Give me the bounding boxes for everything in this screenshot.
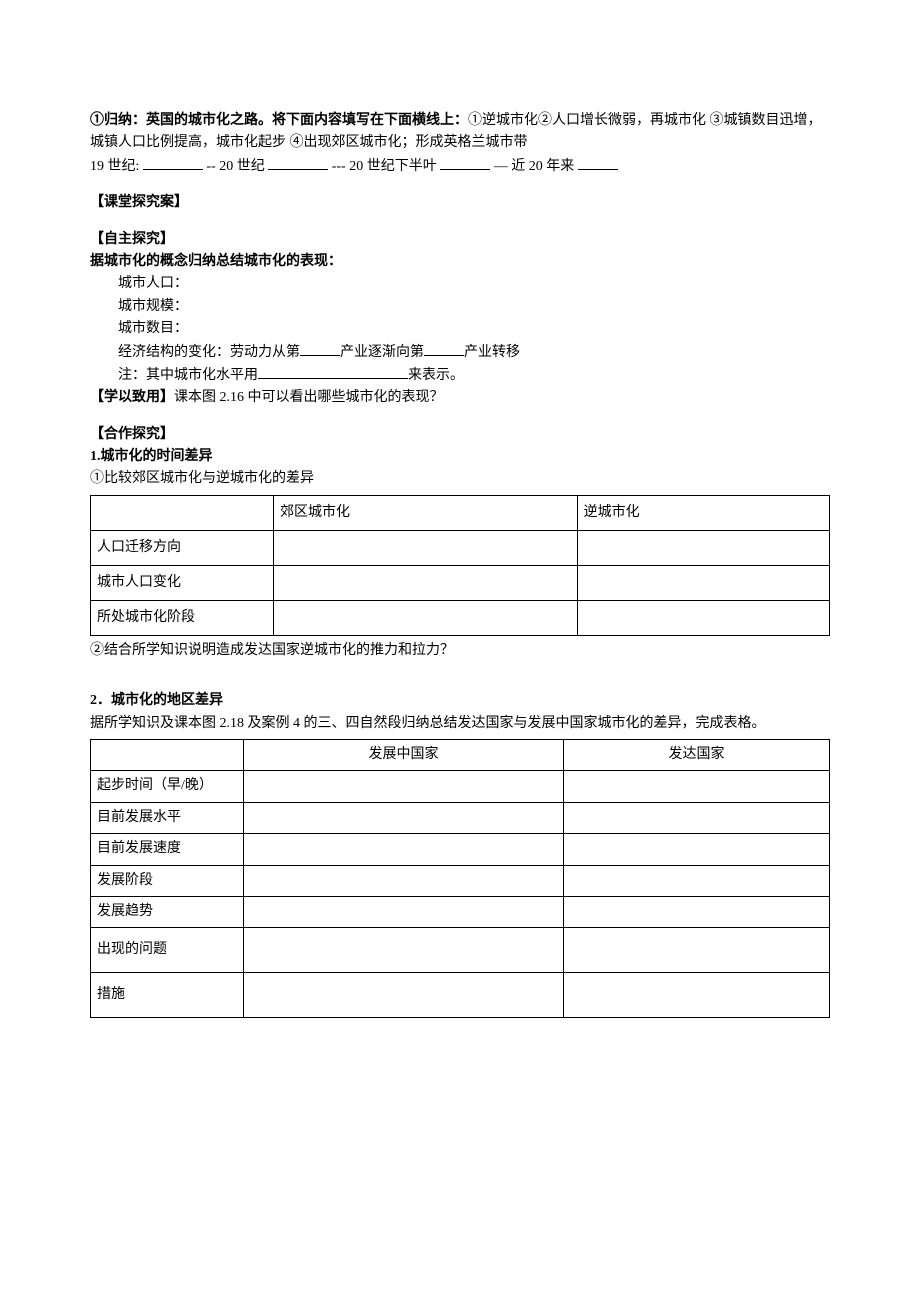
row-header: 目前发展水平: [91, 802, 244, 833]
cell-blank[interactable]: [244, 973, 564, 1018]
document-page: ①归纳：英国的城市化之路。将下面内容填写在下面横线上：①逆城市化②人口增长微弱，…: [0, 0, 920, 1302]
cell-blank[interactable]: [274, 565, 578, 600]
section-coop-heading: 【合作探究】: [90, 424, 830, 446]
dash-3: —: [494, 159, 508, 174]
blank-level[interactable]: [258, 364, 408, 379]
cell-blank[interactable]: [563, 771, 829, 802]
cell-blank[interactable]: [244, 802, 564, 833]
cell-blank[interactable]: [244, 834, 564, 865]
row-header: 措施: [91, 973, 244, 1018]
timeline-line: 19 世纪: -- 20 世纪 --- 20 世纪下半叶 — 近 20 年来: [90, 155, 830, 178]
cell-blank[interactable]: [244, 865, 564, 896]
cell-empty: [91, 740, 244, 771]
table-row: 出现的问题: [91, 928, 830, 973]
self-title: 据城市化的概念归纳总结城市化的表现：: [90, 251, 830, 273]
timeline-d: 近 20 年来: [511, 159, 574, 174]
cell-blank[interactable]: [274, 600, 578, 635]
blank-2[interactable]: [268, 155, 328, 170]
apply-text: 课本图 2.16 中可以看出哪些城市化的表现？: [174, 390, 444, 405]
self-line-1: 城市人口：: [90, 273, 830, 295]
cell-blank[interactable]: [563, 973, 829, 1018]
self-line-3: 城市数目：: [90, 318, 830, 340]
apply-line: 【学以致用】课本图 2.16 中可以看出哪些城市化的表现？: [90, 387, 830, 409]
cell-blank[interactable]: [563, 834, 829, 865]
blank-4[interactable]: [578, 155, 618, 170]
col-header-2: 发达国家: [563, 740, 829, 771]
dash-2: ---: [332, 159, 346, 174]
s4a: 经济结构的变化：劳动力从第: [118, 345, 300, 360]
row-header: 发展趋势: [91, 896, 244, 927]
table-row: 起步时间（早/晚）: [91, 771, 830, 802]
cell-blank[interactable]: [563, 802, 829, 833]
cell-blank[interactable]: [274, 530, 578, 565]
table-row: 措施: [91, 973, 830, 1018]
row-header: 出现的问题: [91, 928, 244, 973]
table-row: 目前发展速度: [91, 834, 830, 865]
dash-1: --: [206, 159, 215, 174]
table-row: 发展趋势: [91, 896, 830, 927]
cell-blank[interactable]: [244, 771, 564, 802]
row-header: 城市人口变化: [91, 565, 274, 600]
row-header: 发展阶段: [91, 865, 244, 896]
col-header-1: 发展中国家: [244, 740, 564, 771]
table-row: 人口迁移方向: [91, 530, 830, 565]
col-header-2: 逆城市化: [577, 495, 829, 530]
blank-industry-1[interactable]: [300, 341, 340, 356]
table-row: 发展中国家 发达国家: [91, 740, 830, 771]
s5b: 来表示。: [408, 368, 464, 383]
cell-empty: [91, 495, 274, 530]
col-header-1: 郊区城市化: [274, 495, 578, 530]
q1-sub1: ①比较郊区城市化与逆城市化的差异: [90, 468, 830, 490]
cell-blank[interactable]: [563, 928, 829, 973]
q2-title: 2．城市化的地区差异: [90, 690, 830, 712]
q2-desc: 据所学知识及课本图 2.18 及案例 4 的三、四自然段归纳总结发达国家与发展中…: [90, 713, 830, 735]
table-row: 目前发展水平: [91, 802, 830, 833]
q1-sub2: ②结合所学知识说明造成发达国家逆城市化的推力和拉力？: [90, 640, 830, 662]
timeline-a: 19 世纪:: [90, 159, 139, 174]
s4b: 产业逐渐向第: [340, 345, 424, 360]
row-header: 起步时间（早/晚）: [91, 771, 244, 802]
q1-title: 1.城市化的时间差异: [90, 446, 830, 468]
row-header: 所处城市化阶段: [91, 600, 274, 635]
section-class-heading: 【课堂探究案】: [90, 192, 830, 214]
self-line-2: 城市规模：: [90, 296, 830, 318]
p1-lead: ①归纳：英国的城市化之路。将下面内容填写在下面横线上：: [90, 113, 468, 128]
s4c: 产业转移: [464, 345, 520, 360]
blank-industry-2[interactable]: [424, 341, 464, 356]
p1-block: ①归纳：英国的城市化之路。将下面内容填写在下面横线上：①逆城市化②人口增长微弱，…: [90, 110, 830, 155]
blank-1[interactable]: [143, 155, 203, 170]
s5a: 注：其中城市化水平用: [118, 368, 258, 383]
row-header: 目前发展速度: [91, 834, 244, 865]
cell-blank[interactable]: [577, 600, 829, 635]
cell-blank[interactable]: [244, 928, 564, 973]
table-row: 所处城市化阶段: [91, 600, 830, 635]
self-line-5: 注：其中城市化水平用 来表示。: [90, 364, 830, 387]
table-suburban-vs-counter: 郊区城市化 逆城市化 人口迁移方向 城市人口变化 所处城市化阶段: [90, 495, 830, 636]
table-row: 城市人口变化: [91, 565, 830, 600]
timeline-b: 20 世纪: [219, 159, 265, 174]
row-header: 人口迁移方向: [91, 530, 274, 565]
table-row: 发展阶段: [91, 865, 830, 896]
self-line-4: 经济结构的变化：劳动力从第 产业逐渐向第 产业转移: [90, 341, 830, 364]
table-row: 郊区城市化 逆城市化: [91, 495, 830, 530]
apply-label: 【学以致用】: [90, 390, 174, 405]
blank-3[interactable]: [440, 155, 490, 170]
cell-blank[interactable]: [577, 565, 829, 600]
timeline-c: 20 世纪下半叶: [349, 159, 437, 174]
section-self-heading: 【自主探究】: [90, 229, 830, 251]
cell-blank[interactable]: [244, 896, 564, 927]
cell-blank[interactable]: [577, 530, 829, 565]
cell-blank[interactable]: [563, 865, 829, 896]
cell-blank[interactable]: [563, 896, 829, 927]
table-developing-vs-developed: 发展中国家 发达国家 起步时间（早/晚） 目前发展水平 目前发展速度 发展阶段 …: [90, 739, 830, 1018]
